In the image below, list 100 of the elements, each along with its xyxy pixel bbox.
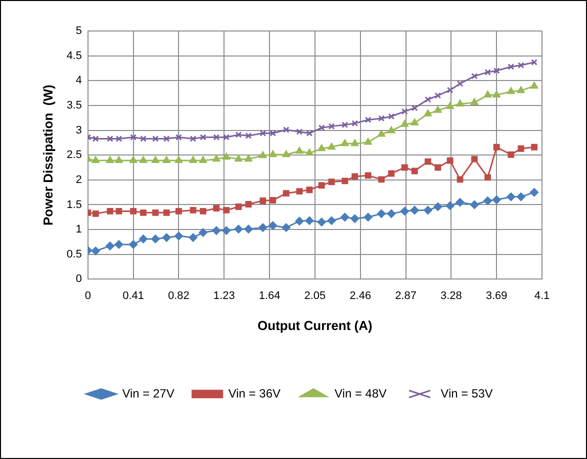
point — [388, 113, 395, 120]
legend-label: Vin = 48V — [334, 386, 387, 400]
point — [424, 96, 432, 103]
point — [388, 170, 395, 177]
point — [245, 132, 252, 139]
point — [235, 204, 242, 210]
point — [401, 164, 408, 171]
point — [212, 226, 221, 235]
point — [223, 134, 230, 140]
point — [234, 224, 243, 234]
y-tick-label: 1 — [76, 224, 82, 236]
y-tick-label: 0 — [76, 273, 82, 286]
point — [388, 126, 396, 134]
point — [130, 134, 137, 140]
point — [400, 206, 409, 216]
point — [518, 145, 524, 152]
point — [282, 150, 290, 158]
point — [377, 209, 386, 218]
point — [517, 86, 525, 94]
point — [424, 110, 432, 116]
point — [189, 156, 197, 164]
point — [296, 146, 304, 154]
point — [306, 186, 313, 194]
point — [295, 216, 304, 226]
point — [222, 226, 231, 235]
x-tick-label: 3.28 — [440, 290, 462, 302]
point — [174, 232, 183, 240]
point — [446, 102, 454, 109]
point — [151, 234, 160, 244]
point — [92, 210, 99, 217]
point — [140, 209, 146, 216]
point — [364, 116, 372, 124]
point — [471, 156, 478, 162]
point — [352, 120, 358, 127]
x-axis-title: Output Current (A) — [258, 318, 372, 333]
point — [296, 188, 303, 195]
point — [518, 62, 524, 68]
point — [484, 174, 491, 181]
point — [446, 201, 454, 210]
point — [401, 108, 408, 115]
x-tick-label: 0.82 — [168, 290, 190, 302]
point — [531, 144, 538, 150]
point — [493, 67, 500, 74]
point — [434, 106, 442, 113]
x-tick-label: 3.69 — [486, 290, 508, 302]
legend-label: Vin = 36V — [228, 386, 280, 400]
point — [152, 156, 160, 164]
point — [260, 198, 266, 204]
x-tick-label: 2.46 — [350, 290, 372, 302]
point — [424, 206, 432, 214]
point — [116, 135, 122, 142]
point — [260, 130, 266, 136]
point — [199, 156, 207, 164]
point — [446, 157, 454, 164]
point — [484, 68, 491, 76]
point — [200, 208, 206, 214]
point — [223, 206, 230, 214]
point — [190, 206, 196, 214]
point — [213, 134, 220, 140]
point — [516, 192, 526, 202]
point — [364, 212, 372, 222]
point — [483, 196, 492, 206]
y-tick-label: 2.5 — [66, 149, 82, 162]
point — [190, 135, 196, 142]
point — [530, 82, 538, 89]
point — [270, 130, 276, 136]
x-tick-label: 2.05 — [304, 290, 326, 302]
point — [328, 123, 335, 130]
point — [456, 100, 464, 106]
point — [456, 80, 464, 87]
point — [268, 221, 278, 230]
point — [305, 216, 314, 225]
point — [163, 135, 170, 142]
x-tick-label: 0.41 — [122, 290, 144, 302]
point — [175, 134, 182, 140]
point — [493, 144, 500, 150]
x-tick-label: 1.23 — [213, 290, 235, 302]
point — [106, 242, 114, 250]
point — [244, 224, 253, 234]
x-tick-label: 4.1 — [534, 290, 550, 302]
y-tick-label: 3 — [76, 124, 82, 136]
point — [259, 151, 267, 158]
point — [129, 240, 138, 249]
point — [130, 156, 138, 164]
point — [327, 216, 336, 225]
point — [106, 135, 114, 142]
point — [175, 208, 182, 214]
point — [213, 204, 220, 212]
point — [244, 154, 252, 162]
point — [424, 158, 432, 165]
point — [378, 115, 385, 122]
point — [364, 172, 372, 179]
y-tick-label: 1.5 — [66, 198, 82, 211]
legend-label: Vin = 27V — [122, 386, 174, 400]
point — [470, 98, 478, 105]
point — [508, 151, 514, 158]
point — [492, 90, 500, 98]
point — [508, 64, 514, 70]
point — [352, 173, 358, 180]
point — [234, 154, 242, 162]
